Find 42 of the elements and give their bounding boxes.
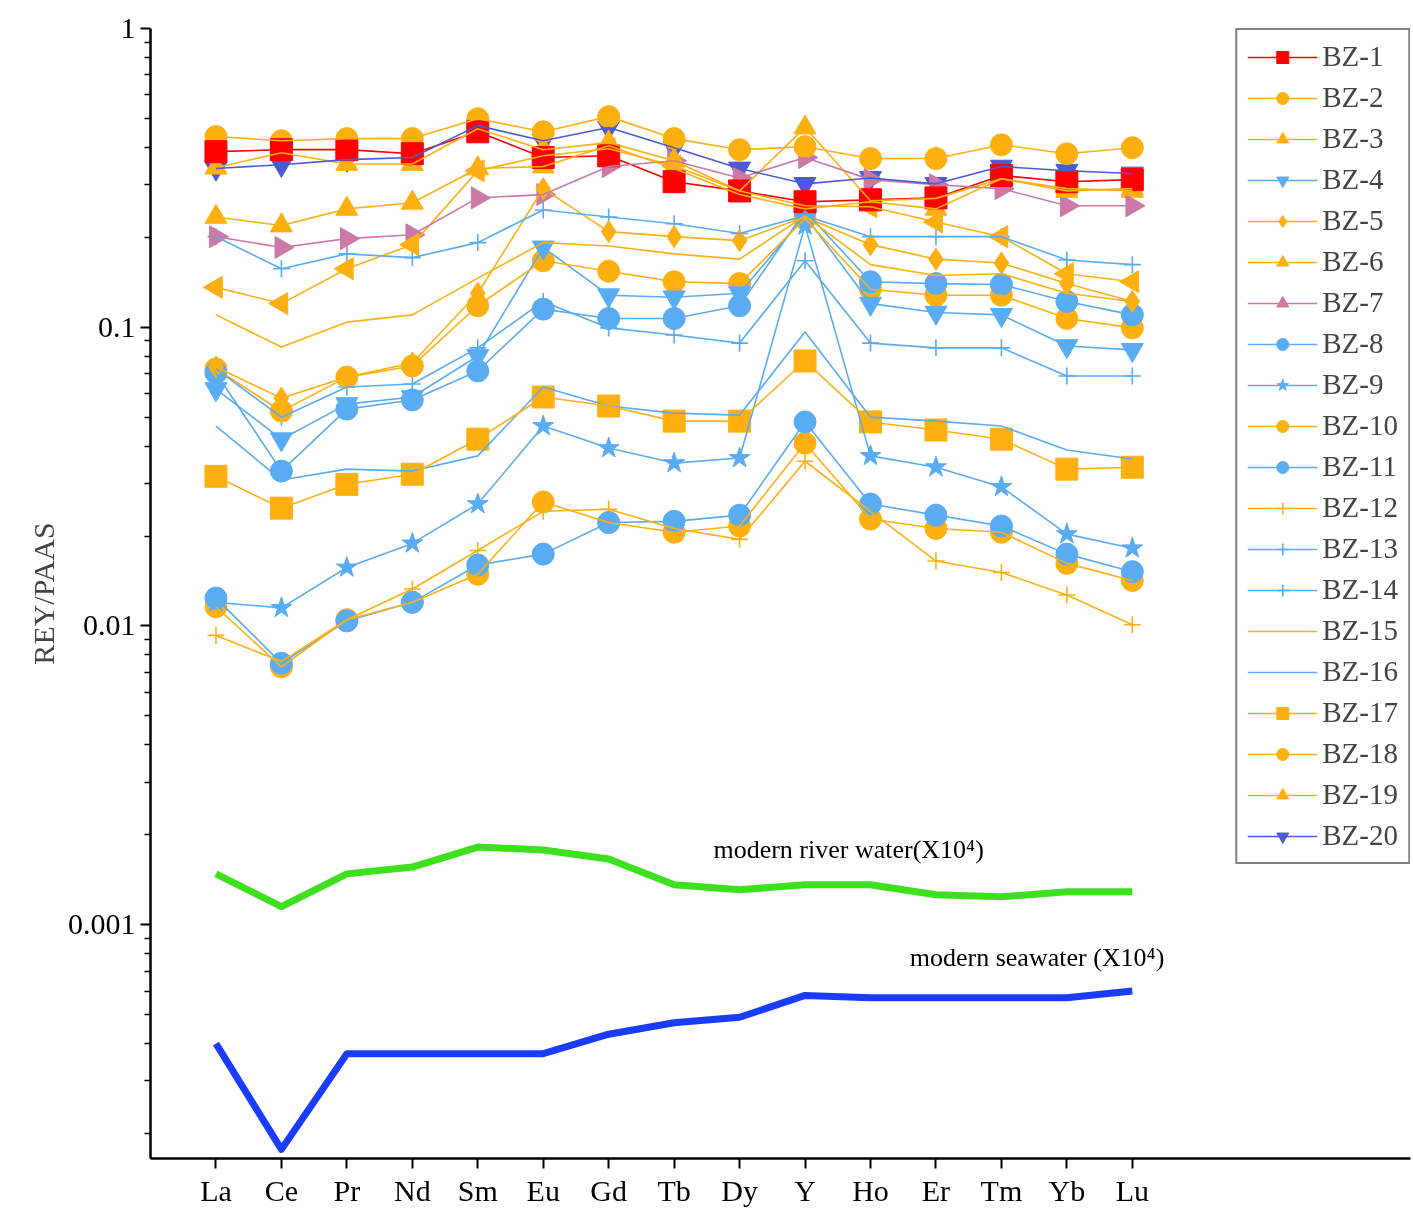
legend-label: BZ-18 bbox=[1322, 737, 1398, 770]
legend-label: BZ-13 bbox=[1322, 532, 1398, 565]
x-tick-label: Lu bbox=[1115, 1173, 1149, 1207]
y-tick-label: 1 bbox=[120, 11, 136, 44]
legend-label: BZ-20 bbox=[1322, 819, 1398, 852]
x-tick-label: Sm bbox=[457, 1173, 498, 1207]
x-tick-label: Ho bbox=[852, 1173, 889, 1207]
legend-label: BZ-12 bbox=[1322, 491, 1398, 524]
x-tick-label: Tm bbox=[980, 1173, 1023, 1207]
legend-label: BZ-4 bbox=[1322, 163, 1384, 196]
legend-label: BZ-15 bbox=[1322, 614, 1398, 647]
x-tick-label: Y bbox=[794, 1173, 816, 1207]
legend-label: BZ-16 bbox=[1322, 655, 1398, 688]
y-axis-title: REY/PAAS bbox=[27, 522, 60, 665]
x-tick-label: Gd bbox=[590, 1173, 628, 1207]
x-tick-label: Ce bbox=[264, 1173, 299, 1207]
x-tick-label: Dy bbox=[721, 1173, 758, 1207]
annotation: modern river water(X10⁴) bbox=[713, 834, 984, 864]
x-tick-label: Er bbox=[921, 1173, 951, 1207]
y-tick-label: 0.1 bbox=[98, 309, 136, 343]
legend-label: BZ-6 bbox=[1322, 245, 1384, 278]
legend-label: BZ-2 bbox=[1322, 81, 1384, 114]
legend-label: BZ-9 bbox=[1322, 368, 1384, 401]
x-tick-label: Tb bbox=[657, 1173, 691, 1207]
x-tick-label: Pr bbox=[333, 1173, 361, 1207]
x-tick-label: Yb bbox=[1048, 1173, 1086, 1207]
legend-label: BZ-1 bbox=[1322, 40, 1384, 73]
legend-label: BZ-14 bbox=[1322, 573, 1398, 606]
legend-label: BZ-17 bbox=[1322, 696, 1398, 729]
legend-label: BZ-3 bbox=[1322, 122, 1384, 155]
x-tick-label: Nd bbox=[393, 1173, 431, 1207]
legend-label: BZ-10 bbox=[1322, 409, 1398, 442]
y-tick-label: 0.01 bbox=[83, 608, 136, 642]
legend-label: BZ-7 bbox=[1322, 286, 1384, 319]
legend-label: BZ-19 bbox=[1322, 778, 1398, 811]
legend-label: BZ-11 bbox=[1322, 450, 1397, 483]
legend-label: BZ-8 bbox=[1322, 327, 1384, 360]
legend-label: BZ-5 bbox=[1322, 204, 1384, 237]
annotation: modern seawater (X10⁴) bbox=[909, 942, 1165, 972]
x-tick-label: La bbox=[200, 1173, 232, 1207]
x-tick-label: Eu bbox=[526, 1173, 560, 1207]
y-tick-label: 0.001 bbox=[68, 907, 136, 941]
